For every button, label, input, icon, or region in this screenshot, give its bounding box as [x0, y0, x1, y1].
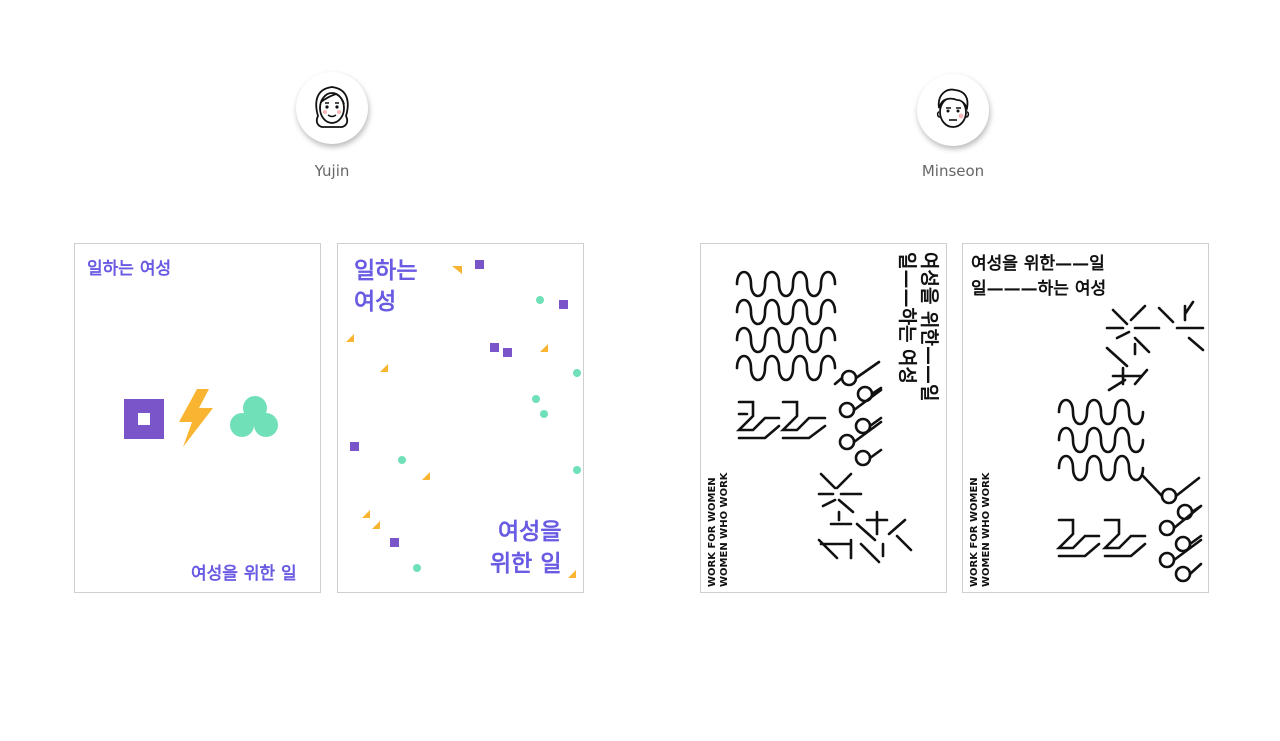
square-shape-icon [124, 399, 164, 439]
poster-line-2: 일———하는 여성 [971, 279, 1107, 299]
poster-top-line-1: 일하는 [354, 258, 418, 284]
poster-bottom-line-1: 여성을 [498, 519, 562, 545]
poster-yujin-1: 일하는 여성 여성을 위한 일 [74, 243, 321, 593]
poster-line-pattern [1055, 300, 1205, 583]
lightning-bolt-icon [179, 389, 213, 447]
woman-face-icon [315, 86, 349, 128]
poster-side-line-1: WORK FOR WOMEN [969, 477, 980, 587]
poster-line-1: 여성을 위한——일 [971, 254, 1105, 274]
poster-yujin-2: 일하는 여성 여성을 [337, 243, 584, 593]
poster-minseon-1: 여성을 위한——일 일——하는 여성 WORK FOR WOMEN WOMEN … [700, 243, 947, 593]
avatar-minseon [917, 74, 989, 146]
poster-shapes [124, 389, 278, 447]
designer-name-yujin: Yujin [314, 162, 350, 180]
poster-bottom-line-2: 위한 일 [490, 551, 562, 577]
poster-confetti [346, 260, 581, 578]
clover-shape-icon [230, 396, 278, 437]
poster-line-pattern [735, 270, 913, 564]
poster-side-line-2: WOMEN WHO WORK [719, 472, 730, 587]
avatar-yujin [296, 72, 368, 144]
designer-name-minseon: Minseon [921, 162, 985, 180]
poster-minseon-2: 여성을 위한——일 일———하는 여성 WORK FOR WOMEN WOM [962, 243, 1209, 593]
poster-bottom-text: 여성을 위한 일 [191, 564, 297, 584]
poster-top-line-2: 여성 [354, 289, 397, 315]
man-face-icon [936, 88, 970, 128]
poster-vertical-line-1: 여성을 위한——일 [918, 252, 940, 402]
poster-top-text: 일하는 여성 [87, 259, 172, 279]
poster-side-line-2: WOMEN WHO WORK [981, 472, 992, 587]
poster-vertical-line-2: 일——하는 여성 [896, 252, 918, 385]
poster-side-line-1: WORK FOR WOMEN [707, 477, 718, 587]
